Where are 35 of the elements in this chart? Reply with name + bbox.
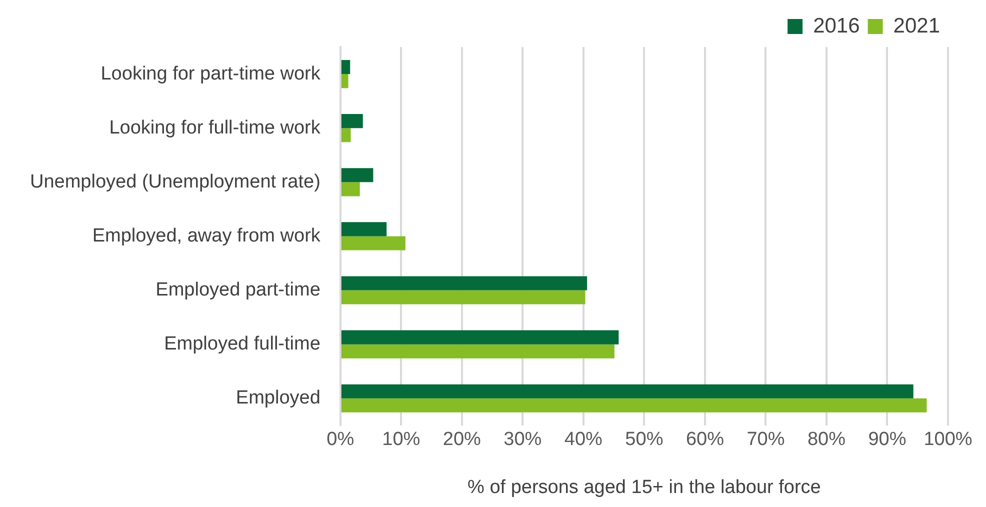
y-tick-label: Looking for full-time work <box>109 117 321 138</box>
x-tick-label: 70% <box>746 429 785 450</box>
y-tick-label: Unemployed (Unemployment rate) <box>30 171 320 192</box>
y-tick-label: Employed part-time <box>156 279 320 300</box>
y-tick-label: Employed, away from work <box>92 225 321 246</box>
y-tick-label: Employed <box>236 388 320 409</box>
bar <box>341 114 363 128</box>
x-tick-label: 10% <box>382 429 420 450</box>
x-tick-label: 50% <box>625 429 664 450</box>
x-tick-label: 90% <box>868 429 906 450</box>
x-tick-label: 40% <box>564 429 603 450</box>
y-tick-label: Looking for part-time work <box>100 63 321 84</box>
bar <box>341 60 350 74</box>
x-tick-label: 100% <box>924 429 972 450</box>
y-tick-label: Employed full-time <box>164 334 320 355</box>
bar <box>341 344 614 358</box>
x-tick-label: 20% <box>442 429 482 450</box>
bar <box>341 236 406 250</box>
bar <box>341 330 619 344</box>
legend-label: 2021 <box>893 14 940 38</box>
bar <box>341 182 360 196</box>
x-tick-label: 0% <box>326 429 354 450</box>
bar <box>341 128 351 142</box>
x-tick-label: 30% <box>504 429 542 450</box>
bar <box>341 74 348 88</box>
bar <box>341 290 586 304</box>
x-axis-title: % of persons aged 15+ in the labour force <box>468 476 821 498</box>
bar <box>341 398 927 412</box>
bar <box>341 168 374 182</box>
x-tick-label: 60% <box>686 429 724 450</box>
bar <box>341 384 914 398</box>
x-tick-label: 80% <box>807 429 846 450</box>
legend-label: 2016 <box>813 14 860 38</box>
bar <box>341 276 588 290</box>
bar <box>341 222 387 236</box>
